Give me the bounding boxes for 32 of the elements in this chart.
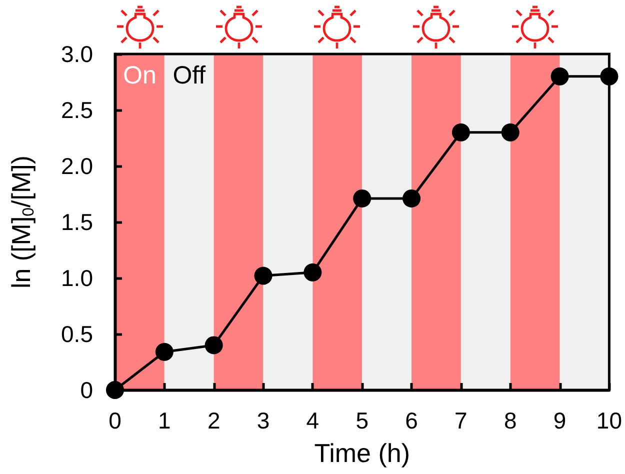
- x-tick-label: 6: [405, 408, 418, 434]
- x-tick-label: 10: [596, 408, 622, 434]
- x-tick-label: 7: [454, 408, 468, 434]
- x-tick-label: 2: [207, 408, 220, 434]
- y-axis-title: ln ([M]0/[M]): [6, 155, 38, 289]
- point: [304, 263, 322, 282]
- y-tick-label: 1.5: [61, 209, 93, 235]
- point: [353, 189, 372, 208]
- point: [501, 123, 520, 142]
- x-tick-label: 4: [306, 408, 320, 434]
- point: [402, 189, 421, 208]
- point: [155, 342, 174, 361]
- point: [204, 336, 223, 354]
- y-tick-label: 1.0: [61, 265, 93, 291]
- point: [452, 123, 470, 142]
- point: [254, 266, 272, 285]
- x-tick-label: 1: [158, 408, 171, 434]
- x-tick-label: 5: [356, 408, 369, 434]
- x-tick-label: 0: [108, 408, 122, 434]
- y-tick-label: 2.0: [61, 153, 93, 179]
- y-tick-label: 3.0: [61, 41, 93, 67]
- x-tick-label: 8: [504, 408, 517, 434]
- point: [600, 67, 618, 86]
- x-axis-title: Time (h): [314, 438, 410, 468]
- point: [550, 67, 569, 86]
- y-tick-label: 0.5: [61, 321, 93, 347]
- y-tick-label: 0: [80, 377, 93, 403]
- band-label: Off: [172, 62, 206, 90]
- x-tick-label: 3: [256, 408, 270, 434]
- band-label: On: [123, 62, 156, 90]
- y-tick-label: 2.5: [61, 97, 93, 123]
- x-tick-label: 9: [553, 408, 566, 434]
